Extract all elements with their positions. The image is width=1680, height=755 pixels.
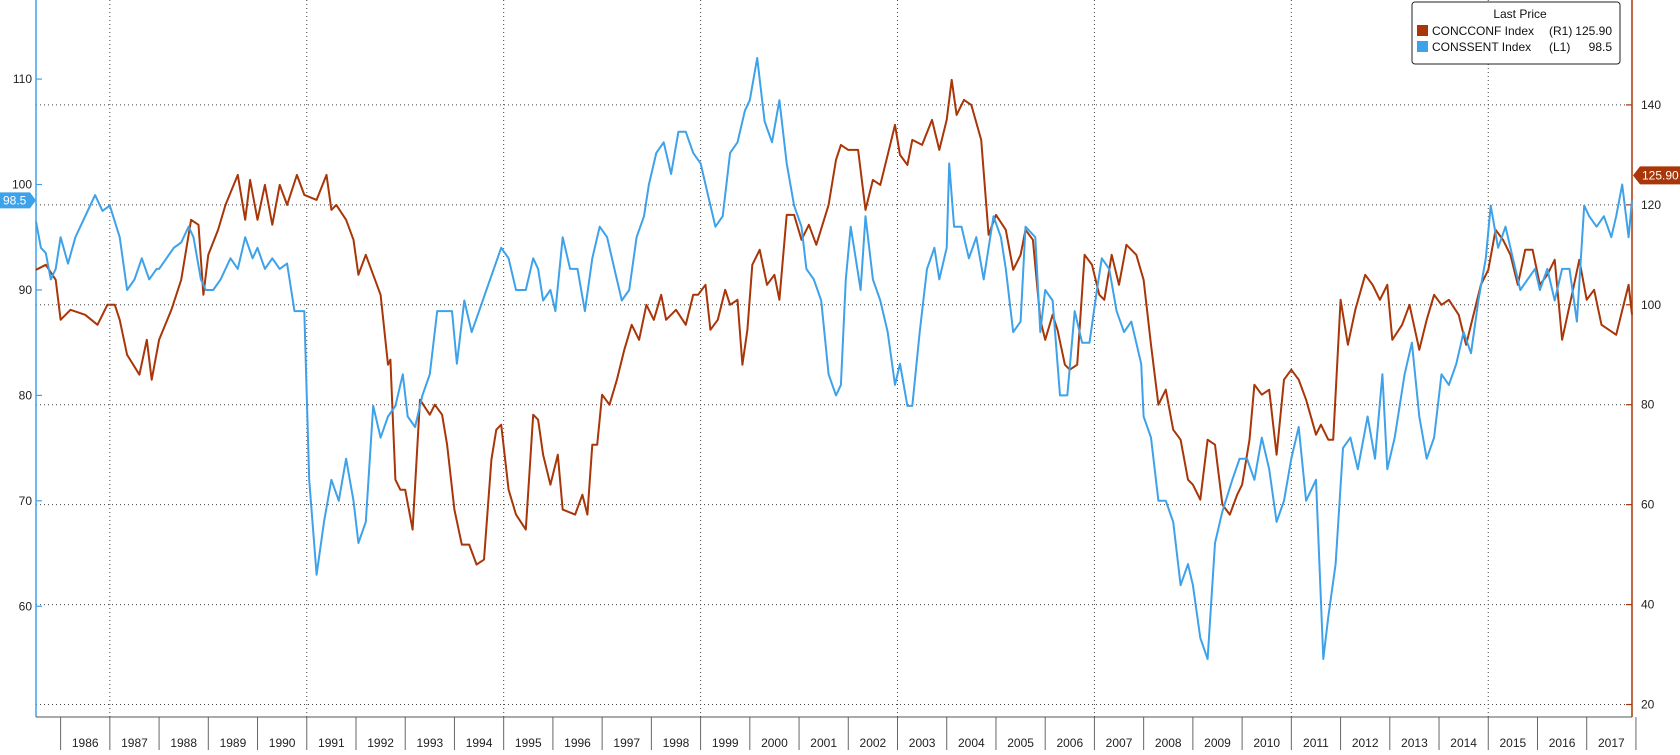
x-tick-label: 2012 xyxy=(1352,736,1379,750)
last-value-flags: 98.5 125.90 xyxy=(0,166,1680,209)
legend-entry-axis: (R1) xyxy=(1549,24,1572,38)
legend: Last Price CONCCONF Index (R1) 125.90 CONSSE… xyxy=(1411,1,1621,65)
x-tick-label: 2014 xyxy=(1450,736,1477,750)
x-tick-label: 1999 xyxy=(712,736,739,750)
x-tick-label: 2000 xyxy=(761,736,788,750)
left-tick-label: 60 xyxy=(19,599,33,613)
x-tick-label: 1993 xyxy=(416,736,443,750)
left-last-value-flag: 98.5 xyxy=(0,192,36,209)
right-last-value-label: 125.90 xyxy=(1642,168,1679,182)
left-tick-label: 100 xyxy=(12,178,32,192)
x-tick-label: 1989 xyxy=(220,736,247,750)
x-tick-label: 1995 xyxy=(515,736,542,750)
x-tick-label: 2006 xyxy=(1056,736,1083,750)
x-tick-label: 1991 xyxy=(318,736,345,750)
legend-entry-value: 125.90 xyxy=(1575,24,1612,38)
x-tick-label: 1997 xyxy=(613,736,640,750)
x-tick-label: 2010 xyxy=(1253,736,1280,750)
x-tick-label: 2007 xyxy=(1106,736,1133,750)
legend-entry-label: CONSSENT Index xyxy=(1432,40,1531,54)
left-tick-label: 80 xyxy=(19,388,33,402)
x-tick-label: 2004 xyxy=(958,736,985,750)
x-tick-label: 1994 xyxy=(466,736,493,750)
x-tick-label: 2002 xyxy=(860,736,887,750)
x-tick-label: 1988 xyxy=(170,736,197,750)
legend-entry-value: 98.5 xyxy=(1589,40,1613,54)
legend-swatch xyxy=(1417,41,1428,52)
x-tick-label: 2001 xyxy=(810,736,837,750)
right-tick-label: 40 xyxy=(1641,598,1655,612)
left-tick-label: 70 xyxy=(19,494,33,508)
right-tick-label: 20 xyxy=(1641,698,1655,712)
series-layer xyxy=(35,57,1633,660)
x-tick-label: 2016 xyxy=(1549,736,1576,750)
right-tick-label: 60 xyxy=(1641,498,1655,512)
right-last-value-flag: 125.90 xyxy=(1633,166,1680,185)
x-tick-label: 2008 xyxy=(1155,736,1182,750)
x-tick-label: 2013 xyxy=(1401,736,1428,750)
right-axis: 20 40 60 80 100 120 140 xyxy=(1626,0,1661,717)
x-tick-label: 2005 xyxy=(1007,736,1034,750)
left-tick-label: 110 xyxy=(13,72,32,86)
x-tick-label: 1992 xyxy=(367,736,394,750)
left-tick-label: 90 xyxy=(19,283,33,297)
x-tick-label: 1987 xyxy=(121,736,148,750)
legend-title: Last Price xyxy=(1493,7,1547,21)
x-tick-label: 2015 xyxy=(1500,736,1527,750)
legend-box xyxy=(1411,1,1621,65)
grid-lines xyxy=(36,0,1632,717)
series-line-concconf-index xyxy=(35,78,1633,566)
right-tick-label: 140 xyxy=(1641,98,1661,112)
x-tick-label: 1996 xyxy=(564,736,591,750)
left-axis: 60 70 80 90 100 110 xyxy=(12,0,42,717)
right-tick-label: 80 xyxy=(1641,398,1655,412)
legend-entry-label: CONCCONF Index xyxy=(1432,24,1534,38)
legend-swatch xyxy=(1417,25,1428,36)
right-tick-label: 120 xyxy=(1641,198,1661,212)
x-tick-label: 2017 xyxy=(1598,736,1625,750)
x-tick-label: 1986 xyxy=(72,736,99,750)
x-axis: 1986 1987 1988 1989 1990 1991 1992 1993 1994 1995… xyxy=(36,716,1632,750)
year-separators xyxy=(60,717,1637,750)
x-tick-label: 1990 xyxy=(269,736,296,750)
left-last-value-label: 98.5 xyxy=(3,193,27,207)
x-tick-label: 1998 xyxy=(663,736,690,750)
x-tick-label: 2011 xyxy=(1303,736,1329,750)
right-tick-label: 100 xyxy=(1641,298,1661,312)
legend-entry-axis: (L1) xyxy=(1549,40,1570,54)
x-tick-label: 2003 xyxy=(909,736,936,750)
series-line-conssent-index xyxy=(35,57,1633,660)
x-tick-label: 2009 xyxy=(1204,736,1231,750)
